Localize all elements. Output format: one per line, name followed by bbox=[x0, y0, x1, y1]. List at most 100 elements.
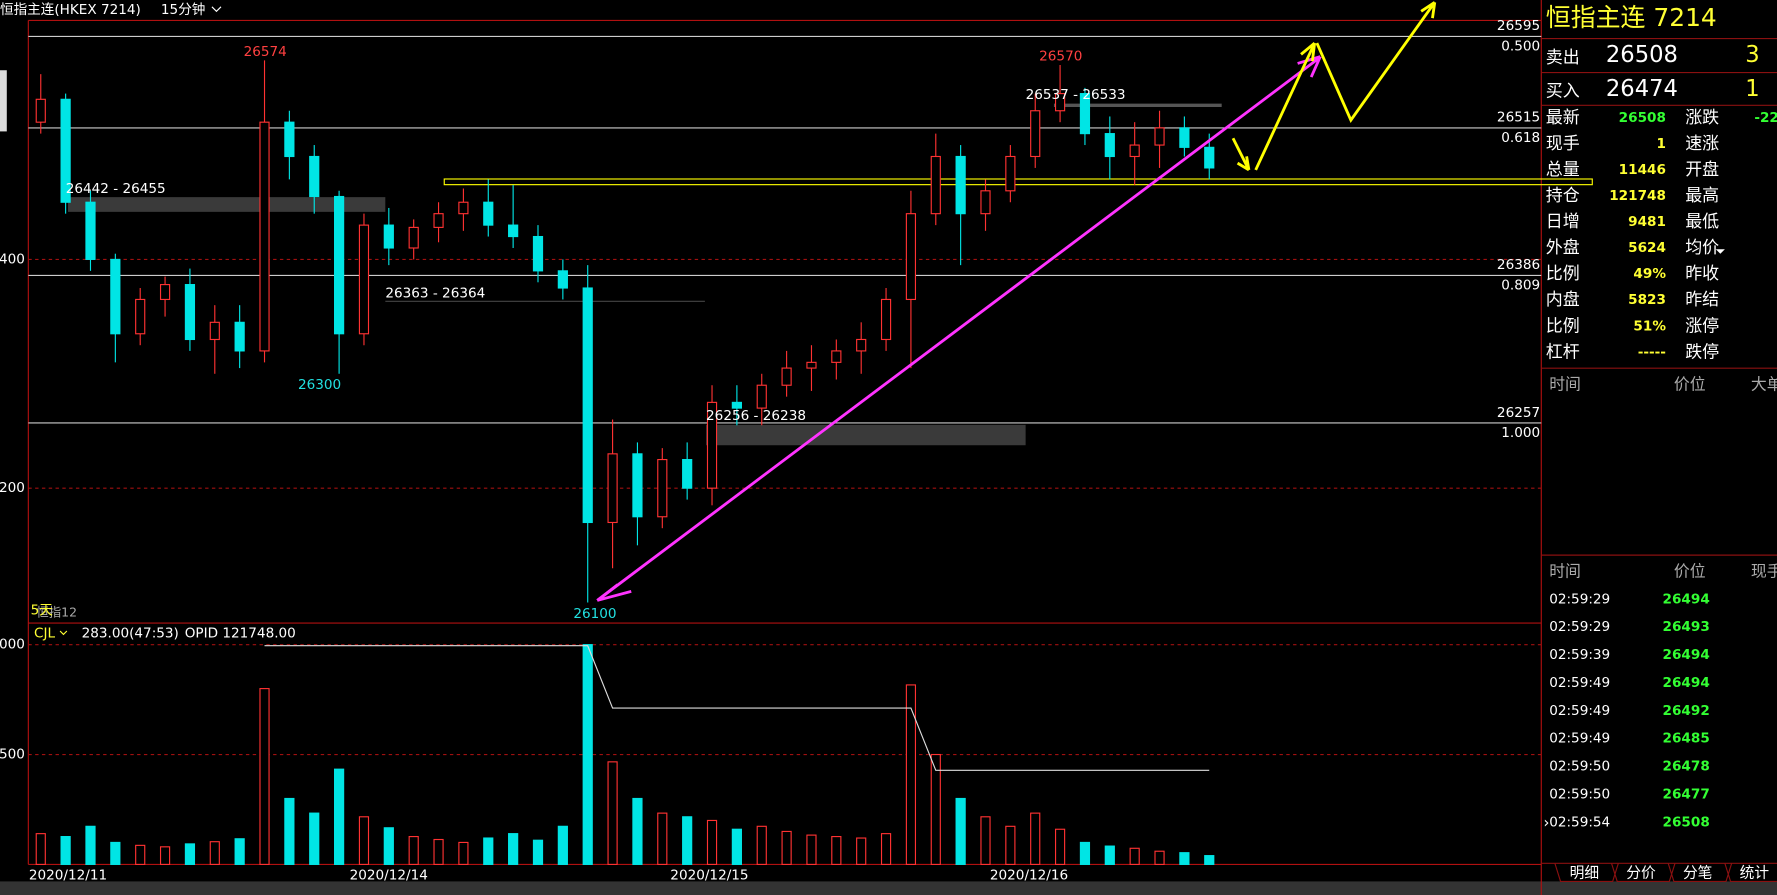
y-tick-label: 1500 bbox=[0, 747, 25, 763]
y-tick-label: 26200 bbox=[0, 480, 25, 496]
volume-bar bbox=[159, 846, 171, 865]
field-label: 杠杆 bbox=[1546, 342, 1580, 362]
candle-body bbox=[1154, 127, 1165, 146]
candle-body bbox=[682, 458, 693, 489]
field-label: 速涨 bbox=[1685, 134, 1719, 154]
volume-bar bbox=[60, 836, 71, 865]
candle-body bbox=[1104, 133, 1115, 158]
support-band bbox=[443, 178, 1593, 186]
volume-bar bbox=[1079, 841, 1091, 865]
candle-body bbox=[259, 121, 270, 352]
volume-bar bbox=[309, 812, 320, 865]
volume-bar bbox=[408, 836, 419, 865]
level-ratio: 1.000 bbox=[1501, 425, 1540, 441]
forecast-arrows bbox=[1231, 1, 1437, 172]
trade-time: 02:59:49 bbox=[1549, 731, 1610, 747]
tab[interactable]: 分价 bbox=[1626, 864, 1656, 881]
dropdown[interactable] bbox=[1715, 249, 1725, 254]
volume-bar bbox=[334, 768, 345, 865]
candle-body bbox=[234, 321, 245, 352]
indicator-name[interactable]: CJL bbox=[34, 625, 55, 641]
status-bar bbox=[0, 881, 1777, 895]
volume-bar bbox=[980, 816, 991, 865]
candle-body bbox=[557, 270, 568, 289]
indicator: 5天 bbox=[31, 603, 54, 619]
level-ratio: 0.809 bbox=[1501, 278, 1540, 294]
field-label: 日增 bbox=[1546, 212, 1580, 232]
y-tick-label: 3000 bbox=[0, 637, 25, 653]
field-value: 11446 bbox=[1619, 162, 1666, 178]
candle-body bbox=[433, 213, 444, 228]
volume-bar bbox=[682, 816, 693, 865]
field-label: 总量 bbox=[1546, 160, 1580, 180]
column-header: 价位 bbox=[1674, 375, 1706, 394]
volume-bar bbox=[234, 838, 245, 865]
level-ratio: 0.618 bbox=[1501, 130, 1540, 146]
candle-body bbox=[980, 190, 991, 215]
field-value: 5624 bbox=[1628, 240, 1666, 256]
zone-label: 26363 - 26364 bbox=[385, 285, 485, 301]
candle-body bbox=[159, 284, 171, 301]
x-tick-label: 2020/12/16 bbox=[990, 868, 1068, 884]
tab[interactable]: 分笔 bbox=[1683, 864, 1712, 881]
open-interest-line bbox=[264, 645, 1210, 771]
period[interactable]: 15分钟 bbox=[161, 1, 205, 18]
scroll-handle[interactable] bbox=[0, 70, 7, 132]
trade-price: 26477 bbox=[1663, 786, 1710, 802]
field-label: 比例 bbox=[1546, 264, 1580, 284]
chevron[interactable] bbox=[211, 6, 222, 13]
field-value: 1 bbox=[1656, 136, 1665, 152]
candle-body bbox=[1179, 127, 1190, 148]
volume-bar bbox=[831, 836, 842, 865]
volume-bar bbox=[1005, 825, 1016, 865]
price-label: 26100 bbox=[573, 606, 616, 622]
volume-bar bbox=[259, 688, 270, 865]
bid-label: 买入 bbox=[1546, 82, 1580, 102]
trade-time: 02:59:54 bbox=[1549, 814, 1610, 830]
trade-time: 02:59:50 bbox=[1549, 759, 1610, 775]
volume-bar bbox=[856, 837, 867, 865]
candle-body bbox=[209, 321, 220, 341]
ask-price: 26508 bbox=[1606, 42, 1678, 68]
column-header: 价位 bbox=[1674, 562, 1706, 581]
candle-body bbox=[1005, 155, 1016, 192]
tab[interactable]: 统计 bbox=[1740, 864, 1770, 881]
tab[interactable]: 明细 bbox=[1570, 864, 1599, 881]
field-label: 昨收 bbox=[1685, 264, 1719, 284]
trade-time: 02:59:29 bbox=[1549, 591, 1610, 607]
candle-body bbox=[135, 298, 146, 335]
volume-bar bbox=[1054, 828, 1066, 865]
field-label: 涨停 bbox=[1685, 316, 1719, 336]
zone-label: 26442 - 26455 bbox=[66, 181, 166, 197]
column-header: 现手 bbox=[1751, 562, 1777, 581]
x-tick-label: 2020/12/14 bbox=[350, 868, 428, 884]
ask-label: 卖出 bbox=[1546, 48, 1580, 68]
trade-time: 02:59:49 bbox=[1549, 703, 1610, 719]
volume-bar bbox=[209, 841, 220, 865]
field-value: 51% bbox=[1633, 318, 1666, 334]
tab-outline bbox=[1554, 863, 1777, 882]
candle-body bbox=[607, 453, 618, 524]
candle-body bbox=[1030, 110, 1041, 158]
volume-bar bbox=[905, 684, 917, 865]
volume-bar bbox=[284, 797, 295, 865]
field-value: -22 bbox=[1754, 110, 1777, 126]
trend-line bbox=[596, 57, 1319, 602]
volume-bar bbox=[756, 825, 767, 865]
column-header: 大单 bbox=[1751, 375, 1777, 394]
candle-body bbox=[110, 258, 121, 335]
field-label: 涨跌 bbox=[1685, 108, 1719, 128]
indicator: 恒指12 bbox=[36, 604, 77, 619]
quote-title: 恒指主连 7214 bbox=[1546, 3, 1717, 32]
volume-bar bbox=[110, 841, 121, 865]
volume-bar bbox=[358, 816, 370, 865]
level-price: 26386 bbox=[1497, 257, 1540, 273]
trade-price: 26492 bbox=[1663, 703, 1710, 719]
chevron[interactable] bbox=[59, 630, 68, 636]
candle-body bbox=[930, 155, 941, 215]
level-ratio: 0.500 bbox=[1501, 39, 1540, 55]
volume-bar bbox=[955, 797, 966, 865]
